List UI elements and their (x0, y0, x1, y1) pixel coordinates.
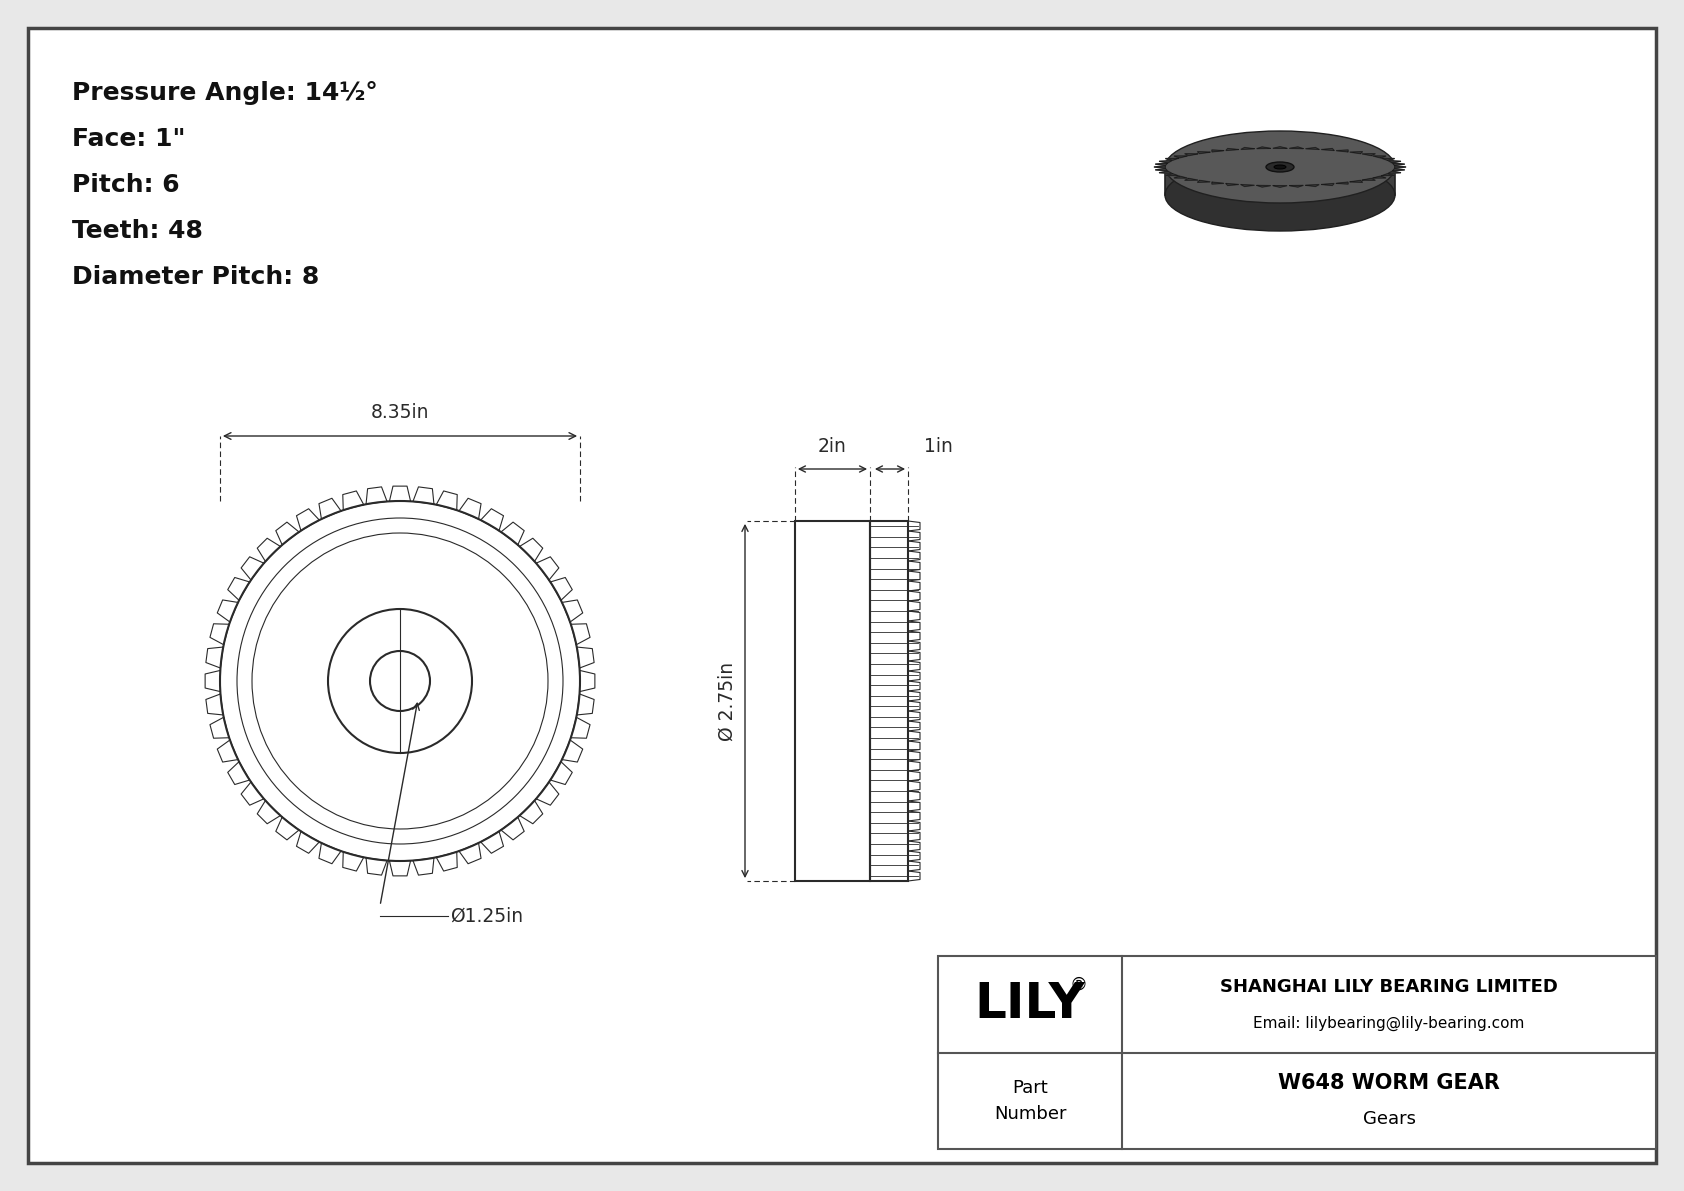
Polygon shape (1241, 185, 1255, 187)
Polygon shape (1305, 148, 1319, 149)
Polygon shape (1381, 174, 1394, 176)
Polygon shape (1155, 163, 1167, 166)
Polygon shape (1388, 172, 1401, 174)
Polygon shape (1322, 149, 1334, 150)
Polygon shape (1394, 166, 1406, 168)
Ellipse shape (1165, 131, 1394, 202)
Polygon shape (1155, 169, 1167, 170)
Text: Pressure Angle: 14½°: Pressure Angle: 14½° (72, 81, 377, 105)
Text: Gears: Gears (1362, 1110, 1416, 1128)
Text: Part
Number: Part Number (994, 1079, 1066, 1123)
Polygon shape (1159, 161, 1172, 163)
Text: 1in: 1in (923, 437, 953, 456)
Polygon shape (1290, 186, 1303, 187)
Bar (795, 520, 871, 881)
Polygon shape (1322, 183, 1334, 186)
Polygon shape (1256, 186, 1270, 187)
Polygon shape (1393, 163, 1404, 166)
Text: Ø 2.75in: Ø 2.75in (717, 661, 738, 741)
Polygon shape (1290, 146, 1303, 149)
Polygon shape (1159, 172, 1172, 174)
Polygon shape (1256, 146, 1270, 149)
Polygon shape (1212, 182, 1224, 185)
Text: SHANGHAI LILY BEARING LIMITED: SHANGHAI LILY BEARING LIMITED (1221, 978, 1558, 996)
Bar (938, 956, 1655, 1149)
Polygon shape (1186, 154, 1197, 156)
Polygon shape (1165, 174, 1179, 176)
Polygon shape (1381, 158, 1394, 161)
Bar (871, 520, 908, 881)
Polygon shape (1197, 151, 1211, 154)
Polygon shape (1186, 179, 1197, 180)
Polygon shape (1154, 166, 1165, 168)
Polygon shape (1165, 158, 1179, 161)
Polygon shape (1305, 185, 1319, 187)
Ellipse shape (1266, 162, 1293, 172)
Ellipse shape (1165, 160, 1394, 231)
Polygon shape (1388, 161, 1401, 163)
Text: ®: ® (1069, 975, 1088, 993)
Polygon shape (1241, 148, 1255, 149)
Text: Pitch: 6: Pitch: 6 (72, 173, 180, 197)
Polygon shape (1197, 180, 1211, 182)
Text: Face: 1": Face: 1" (72, 127, 185, 151)
Polygon shape (1273, 186, 1287, 187)
Text: 8.35in: 8.35in (370, 403, 429, 422)
Text: Diameter Pitch: 8: Diameter Pitch: 8 (72, 266, 320, 289)
Polygon shape (1226, 183, 1239, 186)
Text: Email: lilybearing@lily-bearing.com: Email: lilybearing@lily-bearing.com (1253, 1016, 1524, 1031)
Polygon shape (1273, 146, 1287, 149)
Polygon shape (1351, 151, 1362, 154)
Text: Teeth: 48: Teeth: 48 (72, 219, 202, 243)
Polygon shape (1226, 149, 1239, 150)
Polygon shape (1335, 150, 1349, 152)
Polygon shape (1174, 156, 1187, 158)
Polygon shape (1351, 180, 1362, 182)
Text: W648 WORM GEAR: W648 WORM GEAR (1278, 1073, 1500, 1093)
Text: 2in: 2in (818, 437, 847, 456)
Bar (1165, 167, 1394, 195)
Polygon shape (1212, 150, 1224, 152)
Polygon shape (1372, 156, 1386, 158)
Ellipse shape (1275, 166, 1287, 169)
Polygon shape (1393, 169, 1404, 170)
Text: LILY: LILY (975, 980, 1086, 1028)
Polygon shape (1372, 176, 1386, 179)
Polygon shape (1362, 179, 1376, 180)
Polygon shape (1174, 176, 1187, 179)
Polygon shape (1362, 154, 1376, 156)
Text: Ø1.25in: Ø1.25in (450, 906, 524, 925)
Polygon shape (1335, 182, 1349, 185)
